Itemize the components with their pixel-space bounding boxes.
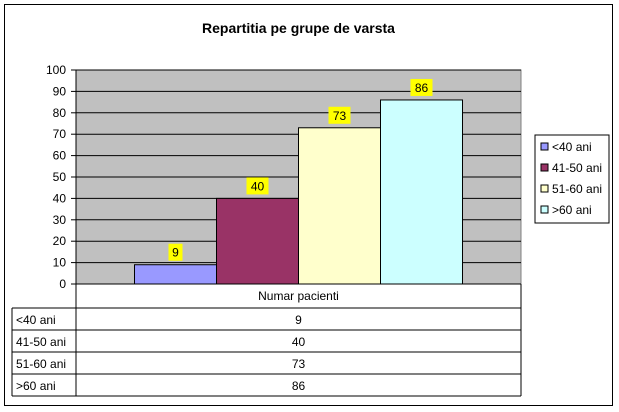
table-row-label: >60 ani: [16, 379, 56, 393]
data-label: 9: [172, 246, 179, 260]
y-tick-label: 30: [53, 213, 67, 227]
table-row-value: 9: [295, 313, 302, 327]
table-row-value: 86: [292, 379, 306, 393]
table-row-label: 51-60 ani: [16, 357, 66, 371]
data-label-background: [246, 177, 269, 195]
bar: [216, 197, 299, 285]
data-label: 73: [333, 109, 347, 123]
legend-label: >60 ani: [552, 203, 592, 217]
data-label-background: [328, 106, 351, 124]
data-label-background: [168, 243, 183, 261]
table-row-value: 40: [292, 335, 306, 349]
y-tick-label: 80: [53, 106, 67, 120]
legend-swatch: [540, 184, 549, 193]
y-tick-label: 70: [53, 127, 67, 141]
data-label: 86: [415, 81, 429, 95]
data-label-background: [410, 78, 433, 96]
legend-label: <40 ani: [552, 140, 592, 154]
legend-swatch: [540, 205, 549, 214]
y-tick-label: 90: [53, 84, 67, 98]
y-tick-label: 100: [46, 63, 66, 77]
y-tick-label: 60: [53, 149, 67, 163]
legend-label: 41-50 ani: [552, 161, 602, 175]
bar: [298, 127, 381, 285]
y-tick-label: 40: [53, 191, 67, 205]
table-row-value: 73: [292, 357, 306, 371]
table-row-label: 41-50 ani: [16, 335, 66, 349]
legend-swatch: [540, 163, 549, 172]
y-tick-label: 10: [53, 256, 67, 270]
y-tick-label: 50: [53, 170, 67, 184]
legend-swatch: [540, 142, 549, 151]
table-row-label: <40 ani: [16, 313, 56, 327]
data-label: 40: [251, 179, 265, 193]
y-tick-label: 20: [53, 234, 67, 248]
y-tick-label: 0: [59, 277, 66, 291]
bar: [380, 99, 463, 285]
table-header: Numar pacienti: [258, 289, 339, 303]
legend-label: 51-60 ani: [552, 182, 602, 196]
chart-title: Repartitia pe grupe de varsta: [202, 20, 395, 36]
bar: [134, 264, 217, 285]
